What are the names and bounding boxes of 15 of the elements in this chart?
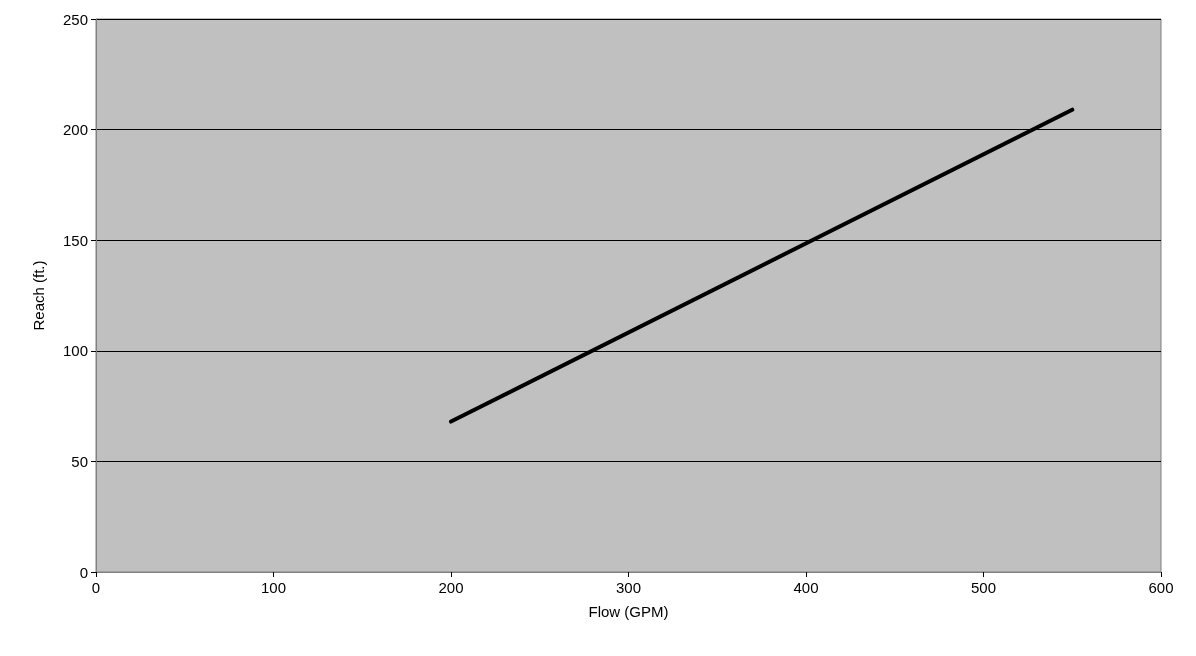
x-tick-label: 100 bbox=[260, 579, 287, 596]
y-tick-label: 150 bbox=[62, 231, 88, 249]
x-tick-label: 300 bbox=[615, 579, 642, 596]
x-tick-label: 400 bbox=[793, 579, 819, 596]
x-tick-label: 0 bbox=[91, 579, 101, 596]
y-tick-label: 100 bbox=[62, 342, 88, 360]
y-tick-label: 200 bbox=[62, 121, 88, 139]
x-tick-label: 500 bbox=[970, 579, 997, 596]
y-tick-label: 250 bbox=[62, 10, 88, 28]
x-tick-label: 200 bbox=[438, 579, 464, 596]
x-axis-title: Flow (GPM) bbox=[588, 603, 669, 620]
y-axis-title: Reach (ft.) bbox=[30, 260, 47, 331]
x-tick-label: 600 bbox=[1148, 579, 1174, 596]
y-tick-label: 50 bbox=[71, 452, 88, 470]
y-tick-label: 0 bbox=[79, 563, 88, 581]
